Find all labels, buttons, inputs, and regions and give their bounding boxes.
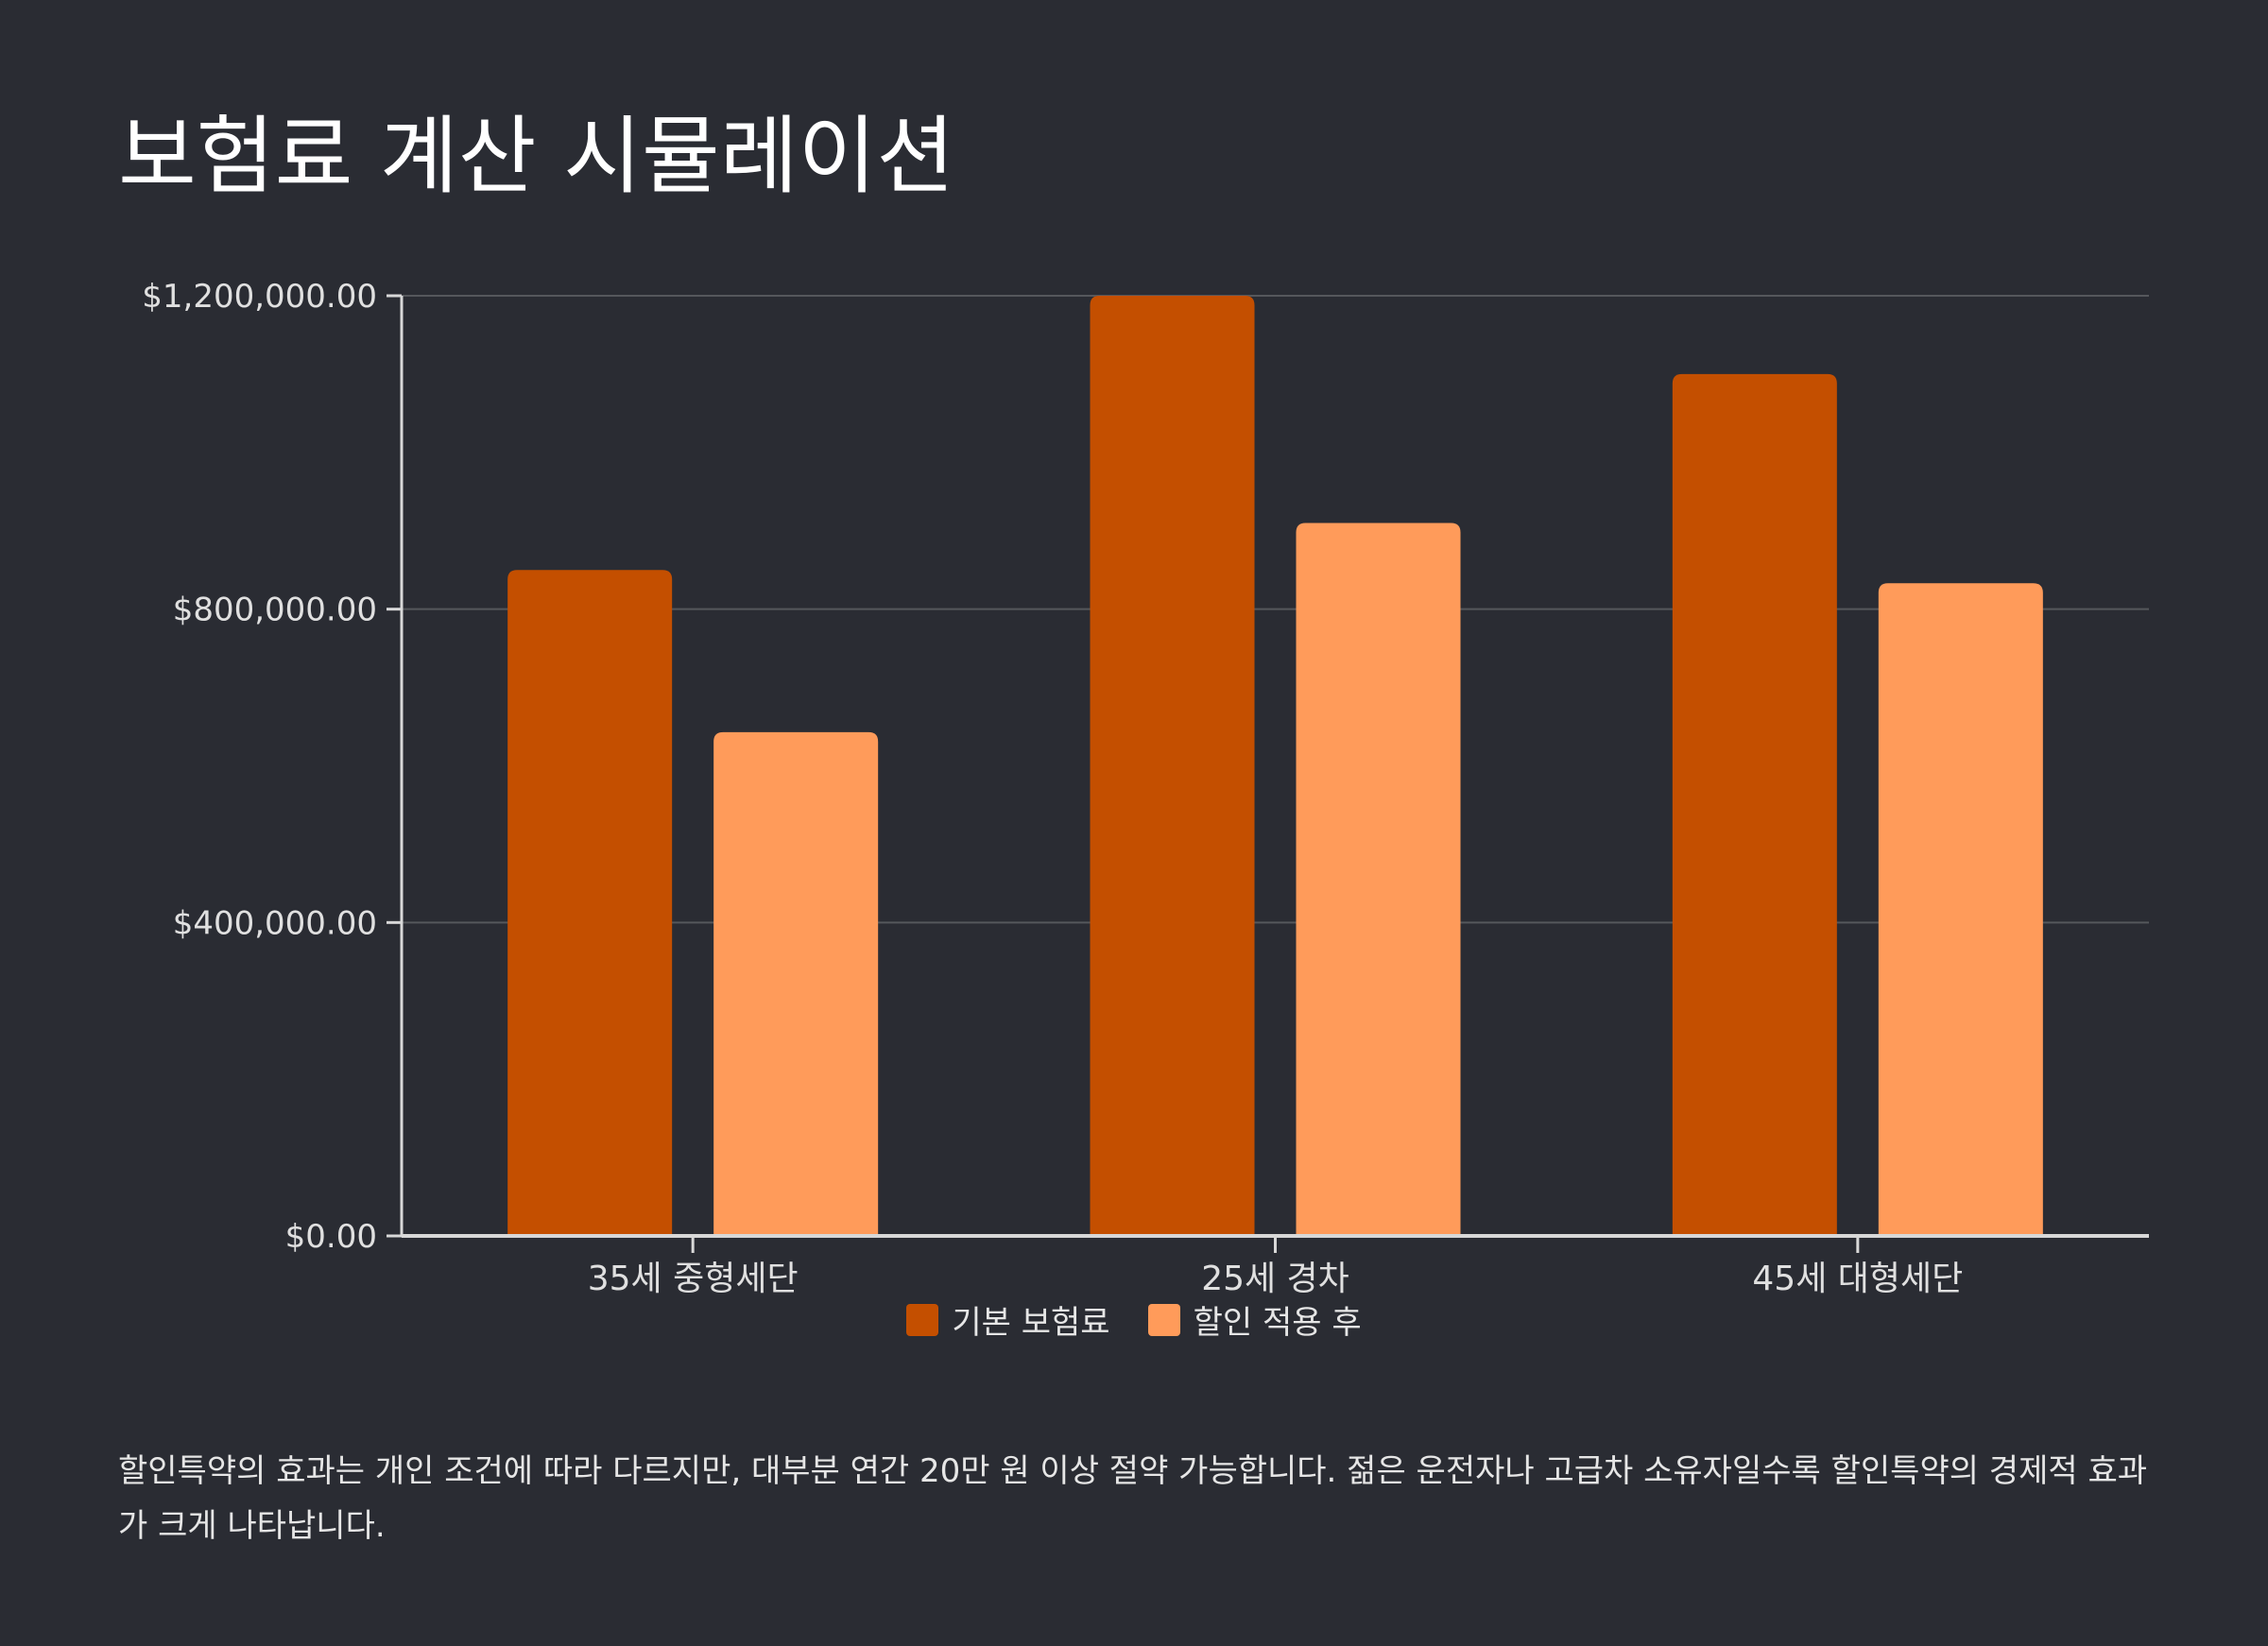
legend: 기본 보험료 할인 적용 후 [0,1296,2268,1343]
x-tick-label: 25세 경차 [1201,1260,1349,1298]
y-tick-label: $0.00 [285,1218,377,1256]
legend-label: 기본 보험료 [952,1304,1110,1342]
y-tick-label: $1,200,000.00 [142,278,377,316]
x-tick-label: 35세 중형세단 [588,1260,799,1298]
bar [1878,583,2043,1236]
legend-item: 할인 적용 후 [1147,1296,1362,1343]
bar [507,570,673,1236]
bar [1296,523,1461,1236]
bar [1090,296,1255,1236]
caption-text: 할인특약의 효과는 개인 조건에 따라 다르지만, 대부분 연간 20만 원 이… [118,1452,2148,1545]
grid-lines [402,295,2149,924]
legend-label: 할인 적용 후 [1193,1304,1362,1342]
bar [713,731,879,1236]
y-tick-label: $400,000.00 [173,904,377,942]
bar [1672,373,1837,1237]
legend-swatch [906,1303,939,1336]
legend-item: 기본 보험료 [906,1296,1110,1343]
axes [387,294,2149,1253]
bars [507,296,2043,1237]
page-title: 보험료 계산 시뮬레이션 [118,107,955,206]
y-tick-label: $800,000.00 [173,592,377,629]
tick-labels: $0.00 $400,000.00 $800,000.00 $1,200,000.00… [142,278,1963,1298]
legend-swatch [1147,1303,1180,1336]
x-tick-label: 45세 대형세단 [1752,1260,1963,1298]
